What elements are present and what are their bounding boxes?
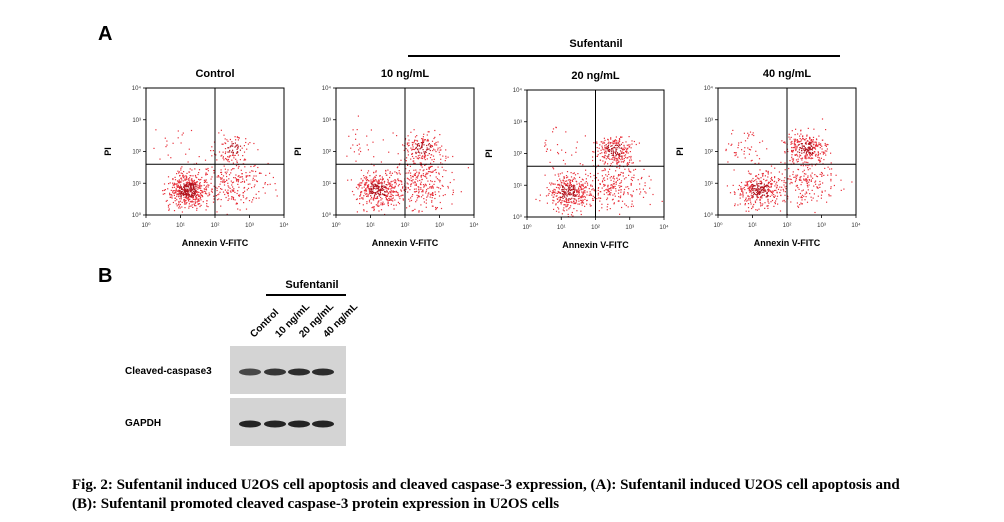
flow-plot-xlabel: Annexin V-FITC xyxy=(372,238,439,248)
blot-row-label: Cleaved-caspase3 xyxy=(125,366,212,377)
y-tick-label: 10⁰ xyxy=(322,212,332,219)
flow-plot-ylabel: PI xyxy=(484,149,494,158)
x-tick-label: 10⁴ xyxy=(851,222,861,229)
y-tick-label: 10³ xyxy=(322,118,331,124)
panel-a-letter: A xyxy=(98,23,112,45)
y-tick-label: 10¹ xyxy=(513,183,522,189)
x-tick-label: 10² xyxy=(591,225,600,231)
flow-plot-xlabel: Annexin V-FITC xyxy=(754,238,821,248)
x-tick-label: 10⁰ xyxy=(713,222,723,229)
y-tick-label: 10⁴ xyxy=(513,87,523,94)
x-tick-label: 10² xyxy=(401,223,410,229)
caption-line-2: (B): Sufentanil promoted cleaved caspase… xyxy=(72,496,560,512)
x-tick-label: 10² xyxy=(783,223,792,229)
blot-band xyxy=(264,420,286,428)
caption-line-1: Fig. 2: Sufentanil induced U2OS cell apo… xyxy=(72,477,900,493)
flow-plot: Control Annexin V-FITC PI 10⁰ 10⁰ 10¹ 10¹ 10² 10… xyxy=(103,68,289,248)
y-tick-label: 10² xyxy=(322,150,331,156)
flow-plot-xlabel: Annexin V-FITC xyxy=(562,240,629,250)
blot-row-label: GAPDH xyxy=(125,418,161,429)
x-tick-label: 10³ xyxy=(625,225,634,231)
flow-plot-xlabel: Annexin V-FITC xyxy=(182,238,249,248)
blot-band xyxy=(312,420,334,428)
x-tick-label: 10⁴ xyxy=(279,222,289,229)
flow-plot-ylabel: PI xyxy=(293,147,303,156)
x-tick-label: 10¹ xyxy=(176,223,185,229)
y-tick-label: 10² xyxy=(132,150,141,156)
y-tick-label: 10¹ xyxy=(132,181,141,187)
flow-plot-events xyxy=(535,126,663,218)
figure-caption: Fig. 2: Sufentanil induced U2OS cell apo… xyxy=(72,476,972,514)
y-tick-label: 10⁴ xyxy=(704,85,714,92)
x-tick-label: 10⁴ xyxy=(659,224,669,231)
panel-a-group-label: Sufentanil xyxy=(569,38,622,50)
flow-plot-ylabel: PI xyxy=(675,147,685,156)
y-tick-label: 10² xyxy=(513,152,522,158)
x-tick-label: 10⁰ xyxy=(141,222,151,229)
blot-band xyxy=(312,368,334,376)
y-tick-label: 10³ xyxy=(704,118,713,124)
y-tick-label: 10³ xyxy=(132,118,141,124)
blot-band xyxy=(288,420,310,428)
x-tick-label: 10² xyxy=(211,223,220,229)
panel-b-group-label: Sufentanil xyxy=(285,279,338,291)
flow-plot-events xyxy=(725,118,853,216)
flow-plot-title: 40 ng/mL xyxy=(763,68,812,80)
y-tick-label: 10¹ xyxy=(704,181,713,187)
flow-plot-title: 20 ng/mL xyxy=(571,70,620,82)
flow-plot: 20 ng/mL Annexin V-FITC PI 10⁰ 10⁰ 10¹ 10¹ 10² 1… xyxy=(484,70,669,250)
x-tick-label: 10³ xyxy=(245,223,254,229)
x-tick-label: 10⁰ xyxy=(522,224,532,231)
x-tick-label: 10⁴ xyxy=(469,222,479,229)
flow-plot: 10 ng/mL Annexin V-FITC PI 10⁰ 10⁰ 10¹ 10¹ 10² 1… xyxy=(293,68,479,248)
y-tick-label: 10⁰ xyxy=(132,212,142,219)
y-tick-label: 10³ xyxy=(513,120,522,126)
x-tick-label: 10³ xyxy=(435,223,444,229)
flow-plot-title: Control xyxy=(195,68,234,80)
flow-plot-events xyxy=(346,115,469,216)
y-tick-label: 10¹ xyxy=(322,181,331,187)
x-tick-label: 10¹ xyxy=(557,225,566,231)
x-tick-label: 10⁰ xyxy=(331,222,341,229)
x-tick-label: 10¹ xyxy=(366,223,375,229)
blot-band xyxy=(288,368,310,376)
x-tick-label: 10¹ xyxy=(748,223,757,229)
blot-row: GAPDH xyxy=(125,398,346,446)
y-tick-label: 10⁰ xyxy=(513,214,523,221)
y-tick-label: 10² xyxy=(704,150,713,156)
y-tick-label: 10⁰ xyxy=(704,212,714,219)
y-tick-label: 10⁴ xyxy=(322,85,332,92)
blot-band xyxy=(239,420,261,428)
flow-plot: 40 ng/mL Annexin V-FITC PI 10⁰ 10⁰ 10¹ 10¹ 10² 1… xyxy=(675,68,861,248)
flow-plot-events xyxy=(153,129,278,215)
y-tick-label: 10⁴ xyxy=(132,85,142,92)
blot-row: Cleaved-caspase3 xyxy=(125,346,346,394)
flow-plot-title: 10 ng/mL xyxy=(381,68,430,80)
x-tick-label: 10³ xyxy=(817,223,826,229)
blot-band xyxy=(264,368,286,376)
blot-band xyxy=(239,368,261,376)
panel-b-letter: B xyxy=(98,265,112,287)
flow-plot-ylabel: PI xyxy=(103,147,113,156)
